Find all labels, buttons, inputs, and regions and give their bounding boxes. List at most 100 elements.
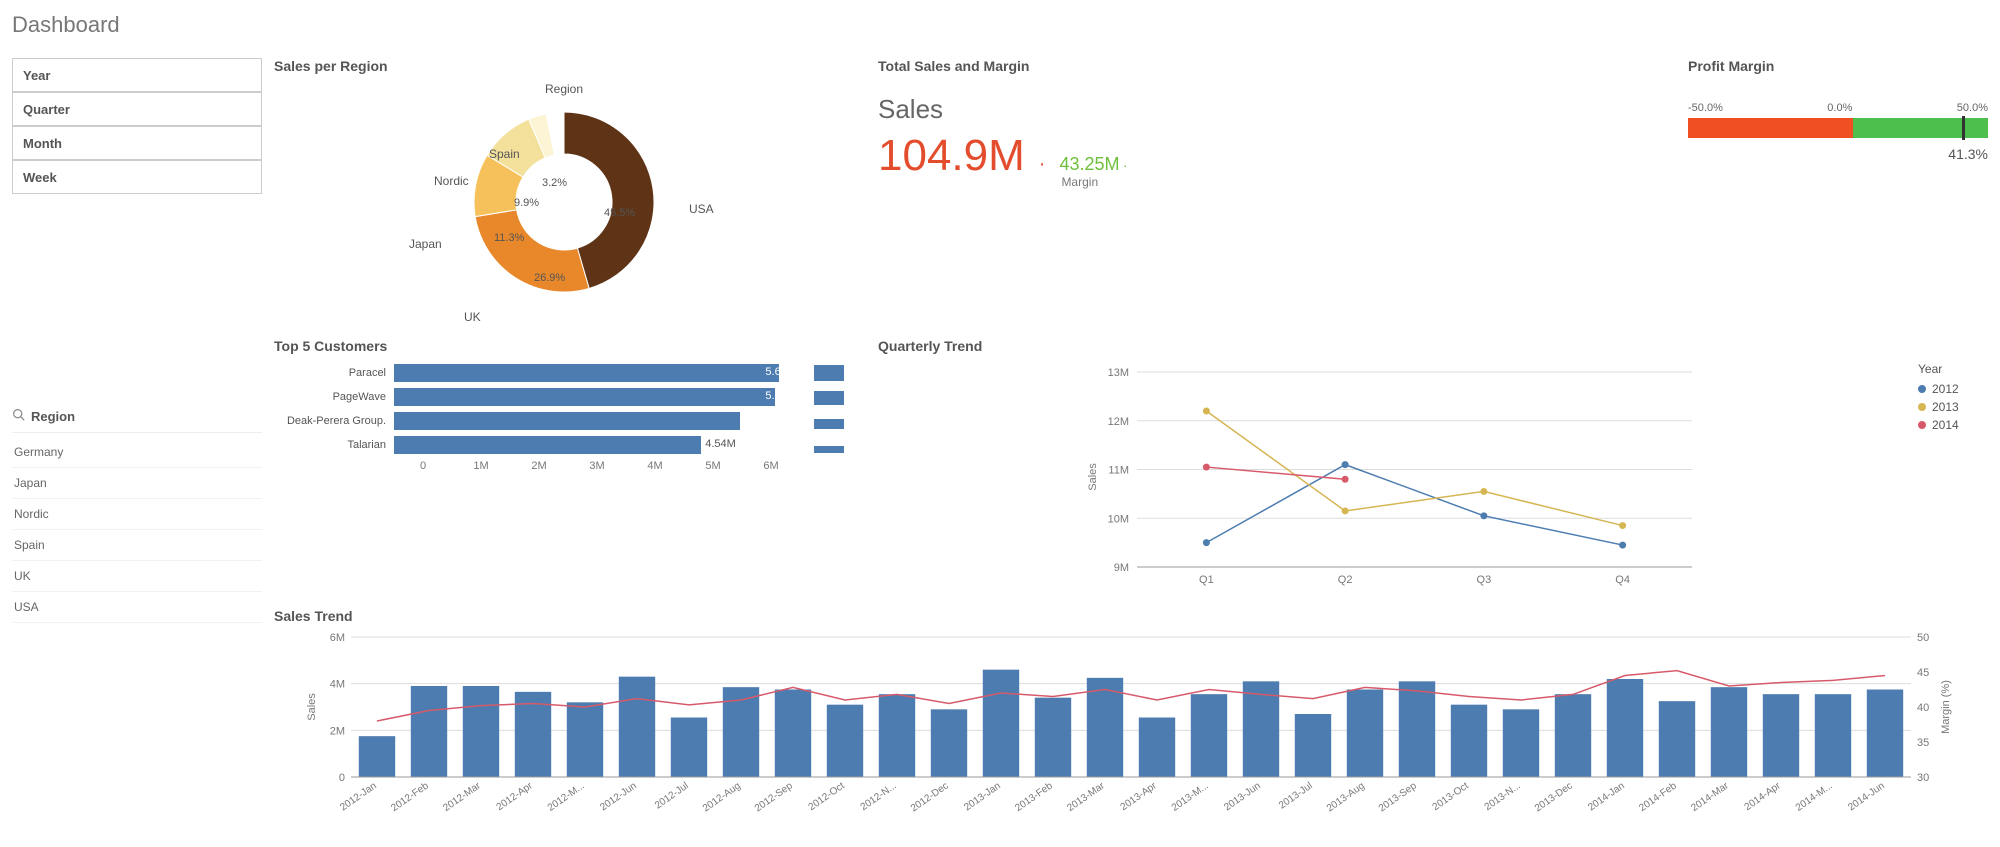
- donut-label-spain: Spain: [489, 147, 520, 161]
- strend-x-label: 2012-Aug: [701, 780, 743, 814]
- total-sales-margin-kpi[interactable]: Total Sales and Margin Sales 104.9M · 43…: [878, 58, 1664, 322]
- strend-x-label: 2014-Jan: [1586, 780, 1626, 813]
- svg-text:0: 0: [339, 772, 345, 784]
- sales-per-region-chart[interactable]: Sales per Region Region USA45.5%UK26.9%J…: [274, 58, 854, 322]
- strend-bar[interactable]: [463, 686, 499, 777]
- top5-mini-bar: [814, 446, 844, 453]
- top5-title: Top 5 Customers: [274, 338, 854, 354]
- strend-bar[interactable]: [983, 670, 1019, 777]
- top5-customers-chart[interactable]: Top 5 Customers Paracel5.69MPageWave5.63…: [274, 338, 854, 592]
- legend-item-2013[interactable]: 2013: [1918, 400, 1988, 414]
- svg-text:50: 50: [1917, 632, 1929, 644]
- legend-label: 2013: [1932, 400, 1959, 414]
- donut-pct-spain: 3.2%: [542, 177, 567, 189]
- region-item-usa[interactable]: USA: [12, 592, 262, 623]
- top5-row[interactable]: Talarian4.54M: [274, 434, 800, 456]
- strend-x-label: 2012-N...: [859, 780, 899, 813]
- strend-bar[interactable]: [1035, 698, 1071, 777]
- top5-customer-name: Talarian: [274, 439, 394, 451]
- strend-bar[interactable]: [1139, 718, 1175, 778]
- strend-x-label: 2014-Mar: [1689, 780, 1731, 814]
- svg-text:11M: 11M: [1108, 465, 1129, 477]
- top5-row[interactable]: PageWave5.63M: [274, 386, 800, 408]
- legend-item-2012[interactable]: 2012: [1918, 382, 1988, 396]
- qtrend-line-2012[interactable]: [1206, 465, 1622, 545]
- strend-x-label: 2012-Sep: [753, 780, 795, 814]
- quarterly-trend-chart[interactable]: Quarterly Trend 9M10M11M12M13MSalesQ1Q2Q…: [878, 338, 1988, 592]
- region-search-label: Region: [31, 409, 75, 424]
- filter-quarter[interactable]: Quarter: [12, 92, 262, 126]
- strend-bar[interactable]: [775, 690, 811, 778]
- strend-bar[interactable]: [1815, 694, 1851, 777]
- strend-bar[interactable]: [1399, 681, 1435, 777]
- strend-bar[interactable]: [827, 705, 863, 777]
- svg-text:30: 30: [1917, 772, 1929, 784]
- sales-per-region-title: Sales per Region: [274, 58, 854, 74]
- filter-panel: YearQuarterMonthWeek Region GermanyJapan…: [12, 58, 262, 835]
- svg-text:45: 45: [1917, 667, 1929, 679]
- donut-label-usa: USA: [689, 202, 714, 216]
- strend-x-label: 2012-M...: [546, 780, 587, 813]
- svg-text:35: 35: [1917, 737, 1929, 749]
- profit-margin-gauge[interactable]: Profit Margin -50.0% 0.0% 50.0% 41.3%: [1688, 58, 1988, 322]
- gauge-value: 41.3%: [1688, 146, 1988, 162]
- strend-bar[interactable]: [1295, 714, 1331, 777]
- strend-bar[interactable]: [1451, 705, 1487, 777]
- strend-x-label: 2012-Mar: [441, 780, 483, 814]
- top5-mini-bar: [814, 419, 844, 429]
- svg-text:Sales: Sales: [306, 693, 318, 721]
- top5-row[interactable]: Paracel5.69M: [274, 362, 800, 384]
- strend-x-label: 2012-Jul: [653, 780, 691, 811]
- donut-label-nordic: Nordic: [434, 174, 469, 188]
- region-item-spain[interactable]: Spain: [12, 530, 262, 561]
- strend-x-label: 2012-Jan: [338, 780, 378, 813]
- search-icon: [12, 408, 25, 424]
- filter-year[interactable]: Year: [12, 58, 262, 92]
- top5-row[interactable]: Deak-Perera Group.5.11M: [274, 410, 800, 432]
- top5-bar-label: 5.69M: [765, 366, 796, 378]
- donut-pct-uk: 26.9%: [534, 272, 565, 284]
- strend-bar[interactable]: [1555, 694, 1591, 777]
- legend-item-2014[interactable]: 2014: [1918, 418, 1988, 432]
- filter-week[interactable]: Week: [12, 160, 262, 194]
- strend-bar[interactable]: [1763, 694, 1799, 777]
- region-search-header[interactable]: Region: [12, 402, 262, 433]
- top5-mini-bar: [814, 391, 844, 405]
- region-item-germany[interactable]: Germany: [12, 437, 262, 468]
- strend-bar[interactable]: [1711, 687, 1747, 777]
- strend-bar[interactable]: [411, 686, 447, 777]
- sales-trend-chart[interactable]: Sales Trend 02M4M6M3035404550SalesMargin…: [274, 608, 1988, 835]
- strend-bar[interactable]: [671, 718, 707, 778]
- strend-bar[interactable]: [1191, 694, 1227, 777]
- top5-customer-name: PageWave: [274, 391, 394, 403]
- region-item-nordic[interactable]: Nordic: [12, 499, 262, 530]
- strend-bar[interactable]: [359, 736, 395, 777]
- strend-bar[interactable]: [931, 709, 967, 777]
- region-item-uk[interactable]: UK: [12, 561, 262, 592]
- qtrend-line-2014[interactable]: [1206, 467, 1345, 479]
- strend-bar[interactable]: [1347, 690, 1383, 778]
- filter-month[interactable]: Month: [12, 126, 262, 160]
- strend-x-label: 2012-Apr: [495, 780, 536, 813]
- region-item-japan[interactable]: Japan: [12, 468, 262, 499]
- strend-bar[interactable]: [879, 694, 915, 777]
- strend-x-label: 2013-Mar: [1065, 780, 1107, 814]
- strend-x-label: 2012-Dec: [909, 780, 951, 814]
- svg-text:Q1: Q1: [1199, 574, 1214, 586]
- strend-bar[interactable]: [1659, 701, 1695, 777]
- quarterly-legend: Year 201220132014: [1918, 362, 1988, 592]
- legend-label: 2014: [1932, 418, 1959, 432]
- strend-x-label: 2014-Jun: [1846, 780, 1886, 813]
- donut-slice-uk[interactable]: [475, 210, 589, 292]
- strend-bar[interactable]: [567, 702, 603, 777]
- strend-bar[interactable]: [1503, 709, 1539, 777]
- strend-bar[interactable]: [1607, 679, 1643, 777]
- strend-bar[interactable]: [619, 677, 655, 777]
- top5-axis-tick: 0: [394, 460, 452, 472]
- svg-text:Q2: Q2: [1338, 574, 1353, 586]
- gauge-red-segment: [1688, 118, 1853, 138]
- top5-bar: [394, 412, 740, 430]
- top5-mini-bar: [814, 365, 844, 381]
- strend-bar[interactable]: [1867, 690, 1903, 778]
- top5-axis-tick: 3M: [568, 460, 626, 472]
